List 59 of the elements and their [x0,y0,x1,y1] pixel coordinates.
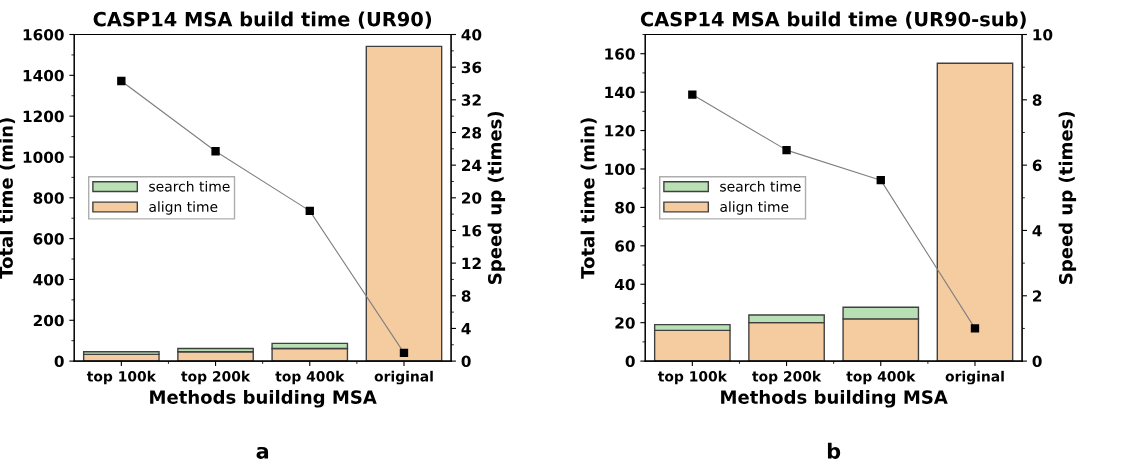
y-tick-label: 0 [625,355,635,368]
y-tick-label: 140 [605,86,635,99]
y2-tick-label: 20 [462,192,482,204]
x-tick-label: top 200k [752,370,822,385]
y2-tick-label: 6 [1032,159,1042,172]
y2-tick-label: 8 [1032,94,1042,106]
y2-axis-title: Speed up (times) [1058,111,1077,284]
x-tick-label: top 400k [846,370,916,385]
y-tick-label: 400 [33,273,64,286]
legend-label: search time [720,180,801,192]
x-tick-label: original [945,370,1004,385]
y2-tick-label: 24 [462,159,482,171]
x-axis-title: Methods building MSA [150,389,377,408]
y2-tick-label: 4 [1032,225,1042,237]
y-tick-label: 100 [605,163,635,175]
y-tick-label: 20 [615,317,635,329]
y2-tick-label: 2 [1033,290,1042,302]
x-axis-title: Methods building MSA [721,389,948,408]
chart-title: CASP14 MSA build time (UR90-sub) [640,11,1026,29]
bar [365,45,443,362]
y2-tick-label: 10 [1033,28,1053,41]
y-tick-label: 200 [33,314,64,327]
text: a [256,446,269,459]
x-tick-label: top 400k [275,370,345,385]
y2-tick-label: 8 [461,290,471,302]
y2-tick-label: 16 [462,224,482,237]
chart-title: CASP14 MSA build time (UR90) [93,11,432,29]
y-tick-label: 60 [615,240,635,252]
y-tick-label: 80 [615,201,635,214]
y2-tick-label: 0 [461,355,471,368]
y-tick-label: 40 [614,278,635,291]
y2-tick-label: 0 [1032,355,1042,368]
y2-tick-label: 4 [461,323,471,335]
y2-tick-label: 40 [461,28,482,41]
legend-label: search time [149,180,230,192]
y-tick-label: 160 [605,48,635,60]
y-tick-label: 1000 [23,151,64,163]
text: b [827,442,841,459]
y2-tick-label: 32 [461,94,481,106]
y2-tick-label: 36 [461,61,482,74]
y2-axis-title: Speed up (times) [487,111,506,284]
y-tick-label: 0 [54,355,64,368]
y-tick-label: 600 [33,233,64,245]
bar [936,62,1014,362]
y-axis-title: Total time (min) [580,118,597,279]
x-tick-label: top 100k [86,370,157,385]
legend-label: align time [149,201,218,215]
y-tick-label: 120 [605,125,635,137]
y2-tick-label: 28 [462,126,482,139]
y-tick-label: 1400 [23,69,64,82]
y2-tick-label: 12 [462,257,481,269]
y-tick-label: 1200 [23,110,64,123]
y-tick-label: 800 [33,192,64,204]
legend-label: align time [720,201,789,215]
x-tick-label: top 200k [181,370,251,385]
bar [82,351,160,356]
x-tick-label: top 100k [657,370,728,385]
y-tick-label: 1600 [23,28,64,41]
x-tick-label: original [374,370,433,385]
